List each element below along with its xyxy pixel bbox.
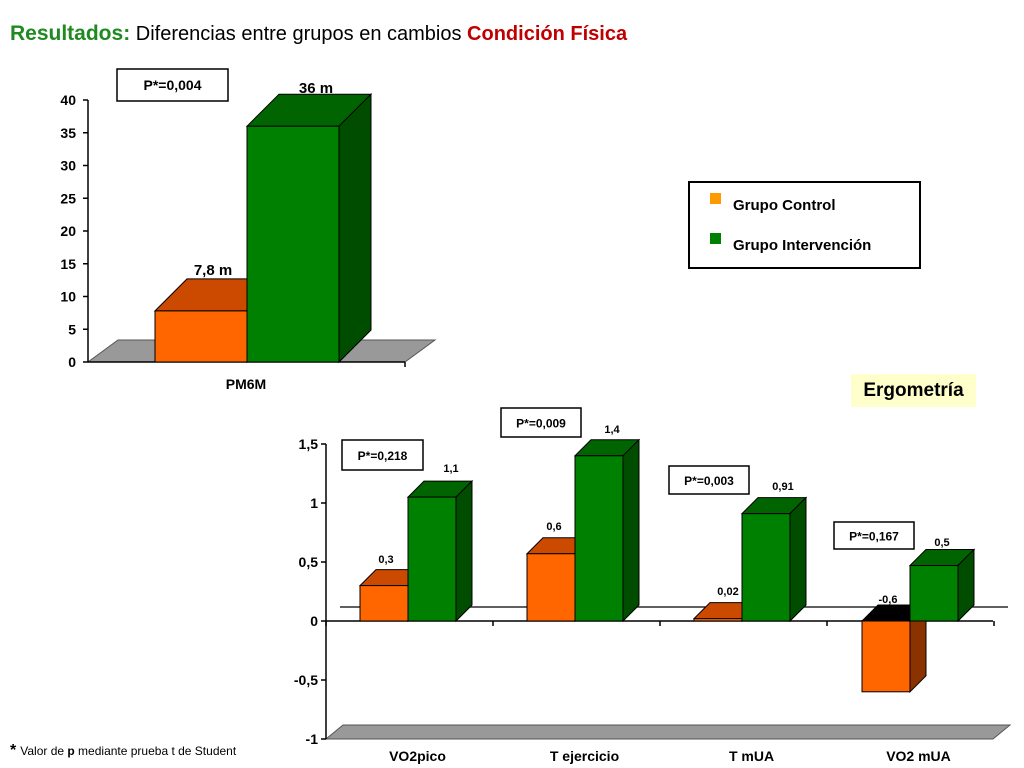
chart2-bar-intervention-side xyxy=(455,479,473,623)
chart2-data-label-intervention: 0,91 xyxy=(772,481,793,493)
legend-label-intervention: Grupo Intervención xyxy=(733,237,872,254)
chart2-data-label-control: 0,6 xyxy=(546,521,561,533)
chart1-y-tick-label: 5 xyxy=(68,321,76,337)
footnote-star: * xyxy=(10,742,17,759)
chart2-floor xyxy=(324,724,1012,740)
legend: Grupo Control Grupo Intervención xyxy=(688,181,921,269)
chart2-data-label-control: 0,02 xyxy=(717,586,738,598)
chart1-y-tick-label: 25 xyxy=(60,190,76,206)
chart1-y-tick-label: 20 xyxy=(60,223,76,239)
footnote-p: p xyxy=(67,744,75,758)
chart2-y-tick-label: 0 xyxy=(310,613,318,629)
chart2-bar-control-front xyxy=(693,618,743,622)
chart2-pvalue-text: P*=0,003 xyxy=(684,474,734,488)
chart2-data-label-intervention: 1,4 xyxy=(604,424,620,436)
chart2-bar-control-front xyxy=(526,553,576,622)
chart2-y-tick-label: -0,5 xyxy=(294,672,318,688)
chart2-pvalue-box xyxy=(500,407,582,438)
chart1-y-tick-label: 10 xyxy=(60,289,76,305)
chart2-data-label-intervention: 1,1 xyxy=(443,463,458,475)
title-middle: Diferencias entre grupos en cambios xyxy=(135,23,462,45)
chart2-data-label-control: 0,3 xyxy=(378,554,393,566)
chart2-bar-intervention-front xyxy=(909,565,959,622)
chart1-y-tick-label: 15 xyxy=(60,256,76,272)
chart2-y-tick-label: 0,5 xyxy=(299,554,319,570)
chart2-bar-intervention-front xyxy=(407,496,457,622)
chart1-data-label-intervention: 36 m xyxy=(299,80,333,97)
chart2-category-label: T ejercicio xyxy=(550,748,619,764)
chart2-pvalue-box xyxy=(833,521,915,550)
chart1-data-label-control: 7,8 m xyxy=(194,262,232,279)
chart2-bar-control-front xyxy=(359,585,409,622)
chart2-data-label-intervention: 0,5 xyxy=(934,537,949,549)
chart1-y-tick-label: 30 xyxy=(60,158,76,174)
chart1-y-tick-label: 0 xyxy=(68,354,76,370)
chart2-bar-intervention-front xyxy=(741,513,791,622)
footnote-pre: Valor de xyxy=(20,744,68,758)
chart1-y-tick-label: 40 xyxy=(60,92,76,108)
chart1-y-tick-label: 35 xyxy=(60,125,76,141)
chart2-pvalue-text: P*=0,218 xyxy=(358,449,408,463)
chart2-y-tick-label: 1,5 xyxy=(299,436,319,452)
title-highlight: Condición Física xyxy=(467,23,628,45)
chart2-pvalue-box xyxy=(341,439,424,471)
chart2-bar-control-front xyxy=(861,620,911,693)
chart2-category-label: T mUA xyxy=(729,748,774,764)
legend-item-intervention: Grupo Intervención xyxy=(710,233,872,254)
chart2-bar-intervention-side xyxy=(622,438,640,623)
chart2-y-tick-label: 1 xyxy=(310,495,318,511)
chart1-category-label: PM6M xyxy=(226,376,266,392)
chart2-pvalue-box xyxy=(668,465,750,495)
chart2-category-label: VO2pico xyxy=(389,748,446,764)
slide-title: Resultados: Diferencias entre grupos en … xyxy=(10,22,627,46)
legend-item-control: Grupo Control xyxy=(710,193,836,214)
footnote: * Valor de p mediante prueba t de Student xyxy=(10,742,236,760)
chart2-data-label-control: -0,6 xyxy=(879,594,898,606)
chart2-category-label: VO2 mUA xyxy=(886,748,951,764)
chart1-pvalue-text: P*=0,004 xyxy=(144,77,202,93)
chart2-bar-intervention-side xyxy=(789,496,807,623)
chart1-pvalue-box xyxy=(116,68,229,102)
chart1-bar-control-front xyxy=(154,310,248,363)
chart2-pvalue-text: P*=0,009 xyxy=(516,417,566,431)
legend-swatch-control xyxy=(710,193,721,204)
ergometria-badge: Ergometría xyxy=(851,374,976,407)
legend-label-control: Grupo Control xyxy=(733,197,836,214)
footnote-post: mediante prueba t de Student xyxy=(74,744,237,758)
legend-swatch-intervention xyxy=(710,233,721,244)
chart1-bar-intervention-side xyxy=(338,92,372,364)
chart2-pvalue-text: P*=0,167 xyxy=(849,530,899,544)
chart2-y-tick-label: -1 xyxy=(306,731,319,747)
chart2-bar-intervention-front xyxy=(574,455,624,622)
title-lead: Resultados: xyxy=(10,22,131,45)
chart1-bar-intervention-front xyxy=(246,125,340,363)
